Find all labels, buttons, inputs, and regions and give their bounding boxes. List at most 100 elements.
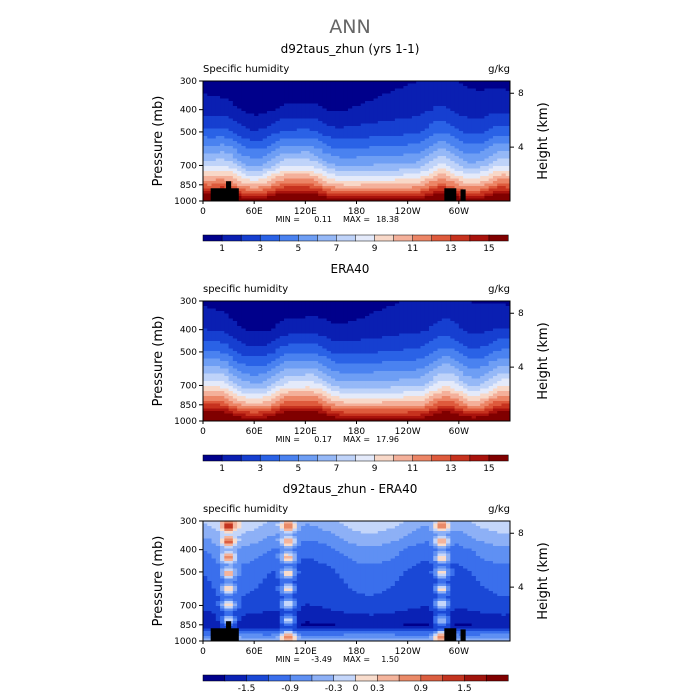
lon-tick-label: 60W [449,207,469,217]
y-axis-label-left: Pressure (mb) [151,96,166,187]
height-tick-label: 4 [518,143,524,153]
pressure-tick-label: 300 [180,297,197,307]
lon-tick-label: 60W [449,427,469,437]
height-tick-label: 8 [518,89,524,99]
y-axis-label-left: Pressure (mb) [151,536,166,627]
colorbar-swatch [221,234,242,242]
variable-label: specific humidity [203,284,288,295]
pressure-tick-label: 500 [180,348,197,358]
colorbar-label: 3 [257,464,263,474]
height-tick-label: 8 [518,529,524,539]
lon-tick-label: 0 [200,427,206,437]
colorbar-label: 1 [219,244,225,254]
lon-tick-label: 60E [246,427,263,437]
stat-min-label: MIN = [276,215,301,224]
pressure-tick-label: 700 [180,601,197,611]
colorbar-swatch [240,234,261,242]
colorbar-swatch [464,674,487,682]
colorbar-label: 0.3 [370,684,384,694]
units-label: g/kg [488,284,510,295]
colorbar-swatch [289,674,313,682]
pressure-tick-label: 400 [180,106,197,116]
colorbar-swatch [202,454,223,462]
pressure-tick-label: 850 [180,621,197,631]
colorbar-swatch [488,454,509,462]
colorbar-swatch [450,234,471,242]
colorbar-label: 5 [295,244,301,254]
colorbar-swatch [298,454,318,462]
colorbar-label: 1.5 [457,684,471,694]
colorbar-label: 7 [334,464,340,474]
colorbar-swatch [398,674,422,682]
pressure-tick-label: 1000 [174,417,197,427]
colorbar-label: -0.3 [325,684,343,694]
colorbar-swatch [202,234,223,242]
colorbar-swatch [333,674,357,682]
colorbar-swatch [469,454,490,462]
colorbar-label: 13 [445,464,456,474]
colorbar-swatch [374,454,395,462]
stat-max-value: 1.50 [381,655,399,664]
colorbar-swatch [336,454,357,462]
lon-tick-label: 180 [348,207,365,217]
colorbar-swatch [221,454,242,462]
y-axis-label-right: Height (km) [536,322,551,399]
y-axis-label-left: Pressure (mb) [151,316,166,407]
colorbar-label: 11 [407,244,418,254]
colorbar-swatch [246,674,269,682]
colorbar-swatch [393,454,414,462]
stat-max-value: 17.96 [376,435,399,444]
stat-max-label: MAX = [343,655,370,664]
y-axis-label-right: Height (km) [536,542,551,619]
panel-title: d92taus_zhun (yrs 1-1) [281,42,420,56]
units-label: g/kg [488,504,510,515]
panel-title: ERA40 [331,262,370,276]
colorbar-swatch [311,674,335,682]
colorbar-label: 5 [295,464,301,474]
pressure-tick-label: 500 [180,568,197,578]
colorbar-swatch [224,674,248,682]
lon-tick-label: 60E [246,207,263,217]
figure-title: ANN [329,16,370,38]
colorbar: -1.5 -0.9 -0.3 0 0.3 0.9 1.5 [202,674,509,694]
colorbar-swatch [469,234,490,242]
colorbar-label: 13 [445,244,456,254]
colorbar-swatch [393,234,414,242]
colorbar-swatch [355,454,376,462]
colorbar-swatch [355,674,378,682]
colorbar-swatch [336,234,357,242]
colorbar-swatch [317,454,337,462]
variable-label: Specific humidity [203,64,289,75]
height-tick-label: 4 [518,363,524,373]
colorbar-label: -1.5 [238,684,256,694]
stat-min-label: MIN = [276,435,301,444]
colorbar-label: 7 [334,244,340,254]
stat-min-value: 0.17 [314,435,332,444]
height-tick-label: 8 [518,309,524,319]
heatmap-field [203,521,510,641]
colorbar-swatch [420,674,444,682]
pressure-tick-label: 300 [180,517,197,527]
heatmap-field [203,301,510,421]
stat-max-label: MAX = [343,435,370,444]
lon-tick-label: 0 [200,647,206,657]
pressure-tick-label: 850 [180,181,197,191]
lon-tick-label: 180 [348,427,365,437]
colorbar-swatch [485,674,509,682]
pressure-tick-label: 1000 [174,197,197,207]
panel-3: d92taus_zhun - ERA40 specific humidity g/k… [151,482,551,694]
colorbar-label: 15 [483,464,494,474]
colorbar-swatch [317,234,337,242]
stat-max-label: MAX = [343,215,370,224]
colorbar-swatch [431,454,452,462]
stat-min-value: 0.11 [314,215,332,224]
colorbar: 1 3 5 7 9 11 13 15 [202,234,509,254]
colorbar-swatch [412,454,433,462]
colorbar-label: 9 [372,464,378,474]
lon-tick-label: 0 [200,207,206,217]
colorbar-swatch [268,674,291,682]
colorbar-swatch [279,454,299,462]
colorbar-label: 3 [257,244,263,254]
